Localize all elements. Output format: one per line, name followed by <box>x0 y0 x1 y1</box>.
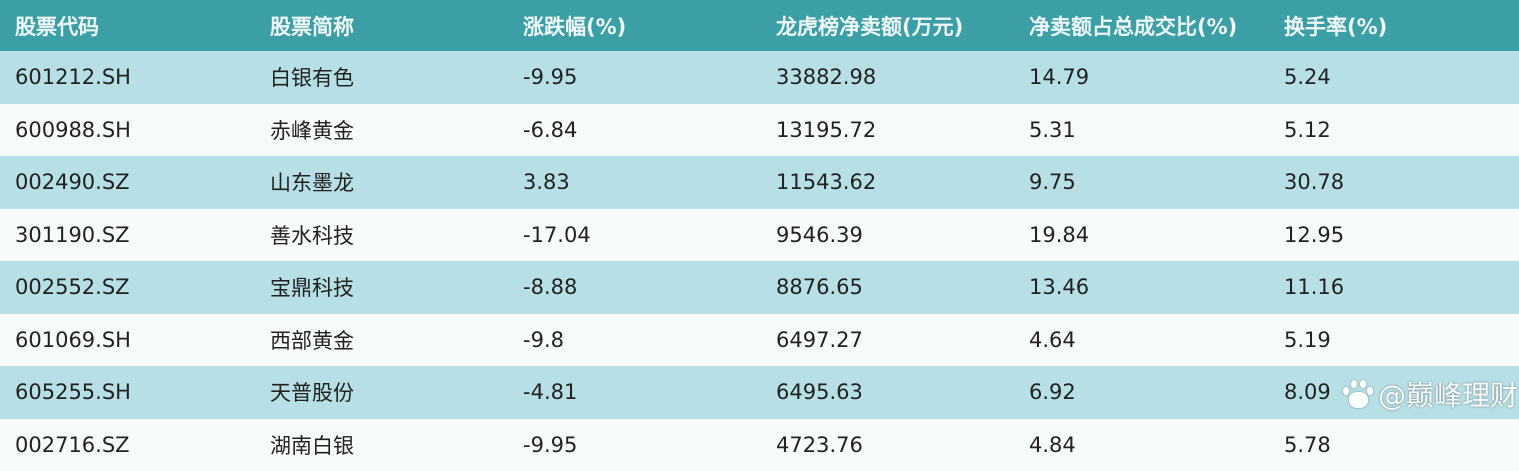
net-sell-ratio-cell: 14.79 <box>1014 51 1269 104</box>
net-sell-amount-cell: 9546.39 <box>761 209 1014 262</box>
stock-name-cell: 西部黄金 <box>255 314 508 367</box>
net-sell-ratio-cell: 5.31 <box>1014 104 1269 157</box>
change-pct-cell: -9.8 <box>508 314 761 367</box>
turnover-rate-cell: 5.24 <box>1269 51 1519 104</box>
stock-code-cell: 600988.SH <box>0 104 255 157</box>
net-sell-amount-cell: 6497.27 <box>761 314 1014 367</box>
change-pct-cell: -9.95 <box>508 419 761 471</box>
column-header: 净卖额占总成交比(%) <box>1014 0 1269 51</box>
stock-name-cell: 山东墨龙 <box>255 156 508 209</box>
turnover-rate-cell: 11.16 <box>1269 261 1519 314</box>
change-pct-cell: -6.84 <box>508 104 761 157</box>
stock-code-cell: 002716.SZ <box>0 419 255 471</box>
stock-name-cell: 善水科技 <box>255 209 508 262</box>
column-header: 股票简称 <box>255 0 508 51</box>
turnover-rate-cell: 5.78 <box>1269 419 1519 471</box>
stock-name-cell: 白银有色 <box>255 51 508 104</box>
turnover-rate-cell: 12.95 <box>1269 209 1519 262</box>
stock-code-cell: 601069.SH <box>0 314 255 367</box>
column-header: 换手率(%) <box>1269 0 1519 51</box>
change-pct-cell: -9.95 <box>508 51 761 104</box>
net-sell-ratio-cell: 19.84 <box>1014 209 1269 262</box>
net-sell-amount-cell: 4723.76 <box>761 419 1014 471</box>
stock-code-cell: 301190.SZ <box>0 209 255 262</box>
net-sell-amount-cell: 6495.63 <box>761 366 1014 419</box>
net-sell-ratio-cell: 4.64 <box>1014 314 1269 367</box>
stock-code-cell: 601212.SH <box>0 51 255 104</box>
column-header: 股票代码 <box>0 0 255 51</box>
net-sell-amount-cell: 11543.62 <box>761 156 1014 209</box>
stock-name-cell: 湖南白银 <box>255 419 508 471</box>
stock-code-cell: 605255.SH <box>0 366 255 419</box>
change-pct-cell: -17.04 <box>508 209 761 262</box>
net-sell-ratio-cell: 6.92 <box>1014 366 1269 419</box>
stock-code-cell: 002552.SZ <box>0 261 255 314</box>
change-pct-cell: -4.81 <box>508 366 761 419</box>
stock-name-cell: 宝鼎科技 <box>255 261 508 314</box>
turnover-rate-cell: 30.78 <box>1269 156 1519 209</box>
net-sell-amount-cell: 33882.98 <box>761 51 1014 104</box>
net-sell-ratio-cell: 13.46 <box>1014 261 1269 314</box>
stock-name-cell: 天普股份 <box>255 366 508 419</box>
turnover-rate-cell: 5.19 <box>1269 314 1519 367</box>
watermark-text: @巅峰理财 <box>1378 374 1518 414</box>
turnover-rate-cell: 5.12 <box>1269 104 1519 157</box>
header-row: 股票代码股票简称涨跌幅(%)龙虎榜净卖额(万元)净卖额占总成交比(%)换手率(%… <box>0 0 1519 51</box>
stock-code-cell: 002490.SZ <box>0 156 255 209</box>
baidu-paw-icon <box>1342 378 1374 410</box>
watermark: @巅峰理财 <box>1342 374 1518 414</box>
net-sell-amount-cell: 8876.65 <box>761 261 1014 314</box>
column-header: 龙虎榜净卖额(万元) <box>761 0 1014 51</box>
column-header: 涨跌幅(%) <box>508 0 761 51</box>
stock-name-cell: 赤峰黄金 <box>255 104 508 157</box>
net-sell-ratio-cell: 4.84 <box>1014 419 1269 471</box>
change-pct-cell: -8.88 <box>508 261 761 314</box>
net-sell-amount-cell: 13195.72 <box>761 104 1014 157</box>
change-pct-cell: 3.83 <box>508 156 761 209</box>
net-sell-ratio-cell: 9.75 <box>1014 156 1269 209</box>
